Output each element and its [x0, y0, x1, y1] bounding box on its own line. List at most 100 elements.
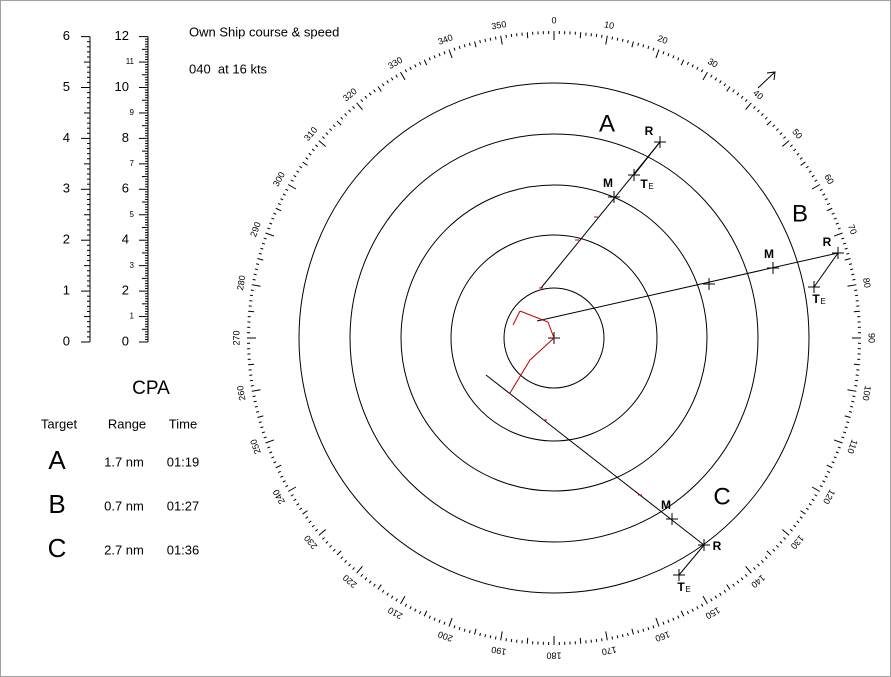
bearing-tick [409, 66, 412, 70]
bearing-tick [783, 537, 787, 540]
bearing-label: 50 [790, 127, 804, 141]
bearing-label: 0 [551, 15, 556, 25]
bearing-tick [833, 217, 837, 220]
bearing-label: 190 [491, 645, 508, 657]
bearing-tick [255, 263, 260, 265]
scale-label: 6 [63, 28, 70, 43]
bearing-tick [819, 484, 823, 488]
bearing-tick [258, 252, 262, 255]
bearing-tick [458, 45, 461, 50]
bearing-tick [745, 102, 752, 111]
bearing-tick [267, 446, 271, 449]
bearing-tick [764, 116, 768, 120]
bearing-tick [296, 170, 300, 173]
bearing-tick [275, 464, 282, 469]
bearing-tick [757, 563, 760, 567]
bearing-tick [842, 242, 847, 245]
point-label-r: R [713, 539, 722, 553]
bearing-tick [611, 36, 614, 40]
bearing-tick [726, 584, 731, 590]
bearing-label: 80 [861, 277, 873, 289]
bearing-tick [637, 42, 640, 46]
bearing-tick [360, 99, 364, 103]
bearing-tick [418, 611, 422, 615]
bearing-tick [348, 563, 351, 567]
scale-label: 6 [122, 181, 129, 196]
bearing-tick [344, 559, 348, 563]
bearing-tick [302, 510, 308, 515]
bearing-tick [799, 516, 803, 519]
bearing-tick [381, 589, 385, 593]
bearing-tick [814, 179, 818, 182]
cpa-range: 1.7 nm [104, 454, 144, 469]
bearing-tick [831, 461, 835, 464]
bearing-tick [686, 61, 690, 65]
scale-label: 3 [130, 261, 135, 270]
bearing-tick [672, 617, 675, 621]
bearing-tick [642, 628, 645, 632]
scale-label: 5 [130, 210, 135, 219]
bearing-tick [253, 273, 257, 276]
bearing-tick [453, 47, 456, 51]
bearing-tick [443, 51, 446, 55]
bearing-tick [293, 498, 297, 502]
relative-motion-line [485, 374, 705, 546]
bearing-tick [850, 405, 854, 408]
bearing-tick [285, 188, 289, 192]
bearing-label: 10 [603, 19, 615, 31]
bearing-tick [647, 45, 650, 50]
bearing-tick [745, 565, 752, 574]
cpa-range: 2.7 nm [104, 542, 144, 557]
bearing-tick [736, 580, 740, 584]
bearing-tick [732, 89, 735, 93]
bearing-tick [621, 634, 624, 638]
bearing-tick [800, 161, 806, 166]
bearing-tick [814, 494, 818, 497]
scale-label: 12 [115, 28, 129, 43]
point-label-sub: E [648, 182, 653, 191]
heading-arrow [766, 71, 776, 81]
bearing-tick [667, 53, 670, 57]
bearing-tick [719, 80, 722, 84]
bearing-tick [789, 528, 793, 532]
bearing-tick [340, 556, 344, 560]
scale-label: 1 [130, 312, 135, 321]
bearing-tick [680, 610, 685, 617]
bearing-tick [793, 148, 797, 152]
bearing-tick [348, 109, 351, 113]
bearing-tick [368, 580, 372, 584]
true-motion-line [633, 141, 661, 176]
bearing-tick [616, 635, 619, 639]
bearing-tick [526, 637, 529, 644]
bearing-tick [474, 41, 477, 48]
bearing-tick [252, 278, 256, 281]
bearing-tick [423, 610, 428, 617]
bearing-tick [390, 595, 394, 599]
bearing-tick [723, 83, 727, 87]
bearing-tick [414, 608, 417, 612]
bearing-tick [714, 77, 718, 81]
bearing-tick [404, 603, 408, 607]
bearing-label: 100 [861, 385, 873, 402]
scale-label: 3 [63, 181, 70, 196]
bearing-label: 160 [654, 629, 672, 644]
bearing-tick [448, 617, 453, 627]
bearing-tick [438, 53, 441, 57]
bearing-tick [321, 136, 325, 139]
bearing-tick [360, 573, 364, 577]
bearing-tick [248, 310, 255, 313]
bearing-tick [290, 494, 294, 497]
bearing-tick [395, 74, 398, 78]
bearing-tick [805, 507, 809, 511]
relative-motion-line [540, 141, 661, 289]
bearing-tick [579, 32, 582, 39]
bearing-tick [637, 630, 640, 634]
bearing-tick [710, 74, 713, 78]
bearing-tick [418, 61, 422, 65]
bearing-tick [677, 615, 680, 619]
scale-label: 4 [63, 130, 70, 145]
bearing-tick [723, 589, 727, 593]
bearing-tick [837, 227, 841, 230]
bearing-tick [364, 95, 368, 99]
